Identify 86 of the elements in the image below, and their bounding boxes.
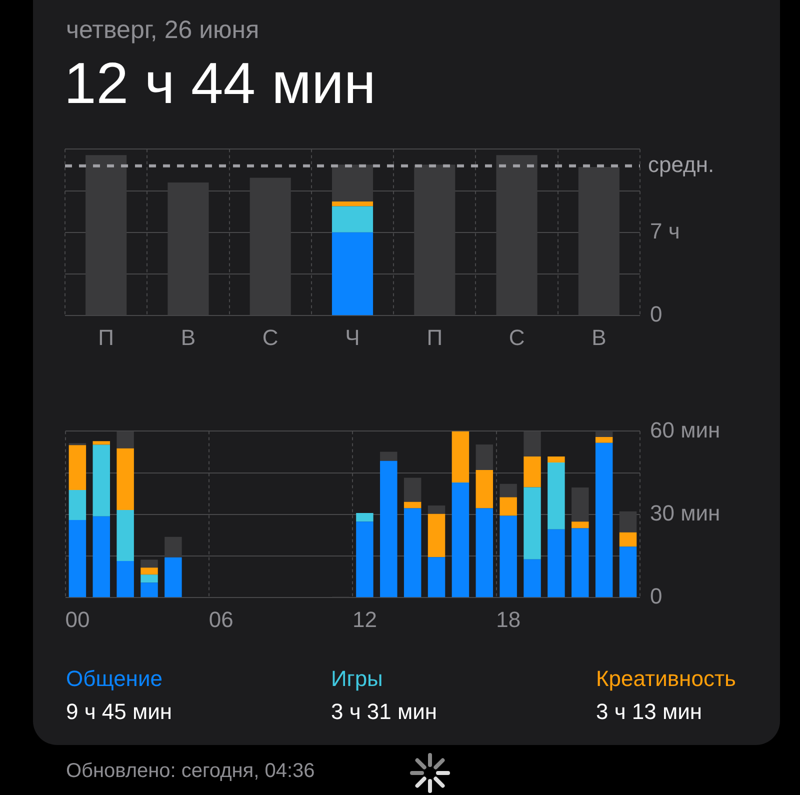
bar [595, 432, 613, 438]
bar [619, 546, 637, 598]
x-tick-label: С [262, 324, 278, 350]
bar [500, 497, 517, 516]
bar [356, 513, 374, 522]
bar [332, 201, 374, 206]
bar [92, 441, 110, 445]
x-tick-label: 12 [352, 606, 377, 632]
bar [428, 514, 446, 558]
bar [68, 490, 86, 520]
x-tick-label: В [180, 324, 196, 350]
chart-subtitle: четверг, 26 июня [66, 16, 260, 45]
bar [524, 559, 541, 598]
bar [116, 510, 134, 561]
bar [140, 568, 158, 575]
bar [332, 206, 374, 232]
x-tick-label: Ч [345, 324, 360, 350]
y-tick-label: 0 [650, 302, 662, 327]
bar [500, 516, 517, 598]
x-tick-label: 18 [496, 606, 521, 632]
bar [619, 532, 637, 547]
text: 3 ч 13 мин [596, 698, 704, 726]
text: Креативность [596, 665, 736, 693]
bar [496, 155, 538, 316]
y-tick-label: 7 ч [650, 218, 680, 244]
bar [356, 522, 374, 598]
bar [404, 508, 422, 598]
text: Обновлено: сегодня, 04:36 [66, 760, 315, 783]
bar [572, 488, 589, 522]
y-tick-label: 0 [650, 584, 662, 609]
text: Игры [330, 665, 384, 693]
bar [452, 482, 470, 598]
bar [140, 582, 158, 598]
bar [548, 462, 565, 530]
x-tick-label: 00 [65, 606, 90, 632]
bar [548, 529, 565, 598]
bar [168, 182, 209, 316]
ref-line-label: средн. [648, 152, 714, 177]
bar [548, 456, 565, 463]
bar [140, 560, 158, 568]
chart-title: 12 ч 44 мин [64, 50, 376, 117]
bar [116, 560, 134, 598]
bar [524, 487, 541, 560]
bar [116, 448, 134, 510]
bar [86, 155, 127, 316]
bar [404, 478, 422, 502]
text: 3 ч 31 мин [330, 698, 438, 726]
bar [92, 516, 110, 598]
bar [578, 167, 620, 316]
bar [524, 431, 541, 456]
bar [380, 460, 398, 598]
bar [428, 557, 446, 598]
bar [404, 502, 422, 508]
bar [116, 431, 134, 448]
bar [140, 574, 158, 583]
text: 9 ч 45 мин [66, 698, 172, 726]
bar [476, 508, 494, 598]
bar [164, 536, 182, 558]
bar [595, 442, 613, 598]
bar [572, 528, 589, 598]
bar [332, 164, 374, 202]
y-tick-label: 60 мин [650, 417, 720, 442]
y-tick-label: 30 мин [650, 500, 720, 526]
x-tick-label: П [98, 324, 114, 350]
bar [619, 511, 637, 532]
bar [428, 506, 446, 514]
text: Общение [66, 665, 164, 693]
bar [250, 178, 291, 316]
bar [476, 470, 494, 508]
bar [476, 444, 494, 470]
bar [380, 452, 398, 461]
bar [164, 557, 182, 598]
bar [414, 164, 456, 316]
bar [524, 456, 541, 488]
bar [68, 445, 86, 490]
x-tick-label: С [508, 324, 525, 350]
bar [92, 444, 110, 516]
x-tick-label: В [592, 324, 606, 350]
bar [500, 484, 517, 498]
x-tick-label: П [426, 324, 443, 350]
x-tick-label: 06 [208, 606, 234, 632]
bar [572, 522, 589, 528]
bar [452, 431, 470, 483]
bar [332, 232, 374, 316]
bar [68, 520, 86, 598]
bar [595, 437, 613, 443]
